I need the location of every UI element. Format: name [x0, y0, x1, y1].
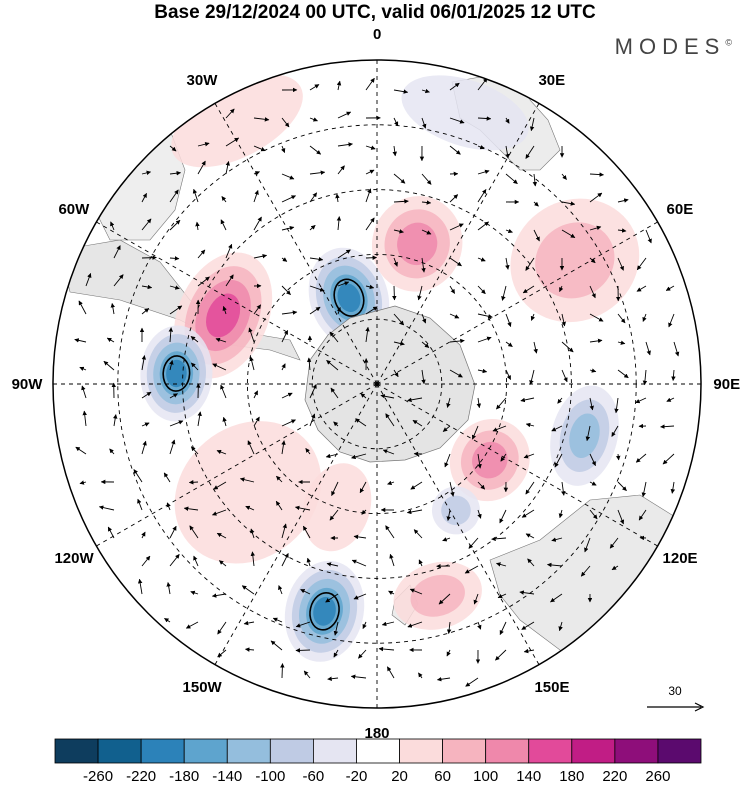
longitude-label: 90E: [713, 376, 740, 393]
colorbar-tick-label: -140: [212, 768, 242, 785]
colorbar-tick-label: 260: [645, 768, 670, 785]
colorbar-tick-label: 60: [434, 768, 451, 785]
longitude-label: 60E: [667, 201, 694, 218]
colorbar-swatch: [313, 739, 356, 763]
colorbar-tick-label: 180: [559, 768, 584, 785]
colorbar-tick-label: -100: [255, 768, 285, 785]
colorbar-tick-label: 140: [516, 768, 541, 785]
longitude-label: 90W: [12, 376, 43, 393]
colorbar-swatch: [400, 739, 443, 763]
longitude-label: 0: [373, 26, 381, 43]
colorbar-swatch: [658, 739, 701, 763]
colorbar-swatch: [141, 739, 184, 763]
colorbar-swatch: [615, 739, 658, 763]
colorbar-tick-label: 100: [473, 768, 498, 785]
longitude-label: 120E: [663, 550, 698, 567]
colorbar-swatch: [184, 739, 227, 763]
reference-vector-label: 30: [645, 684, 705, 698]
colorbar-tick-label: 220: [602, 768, 627, 785]
wind-vector: [189, 482, 198, 483]
longitude-label: 30E: [538, 72, 565, 89]
reference-vector-arrow: [645, 700, 707, 714]
longitude-label: 60W: [58, 201, 89, 218]
longitude-label: 30W: [187, 72, 218, 89]
colorbar-tick-label: -180: [169, 768, 199, 785]
colorbar-swatch: [270, 739, 313, 763]
colorbar-tick-label: -260: [83, 768, 113, 785]
colorbar-swatch: [572, 739, 615, 763]
colorbar-swatch: [227, 739, 270, 763]
longitude-label: 120W: [54, 550, 93, 567]
colorbar-swatch: [529, 739, 572, 763]
colorbar-tick-label: 20: [391, 768, 408, 785]
longitude-label: 150W: [183, 679, 222, 696]
wind-vector: [296, 650, 310, 651]
colorbar: [54, 738, 702, 764]
colorbar-swatch: [443, 739, 486, 763]
colorbar-swatch: [486, 739, 529, 763]
south-pole-dot: [375, 382, 380, 387]
colorbar-swatch: [356, 739, 399, 763]
colorbar-swatch: [98, 739, 141, 763]
colorbar-swatch: [55, 739, 98, 763]
colorbar-tick-label: -60: [303, 768, 325, 785]
colorbar-tick-label: -220: [126, 768, 156, 785]
longitude-label: 150E: [534, 679, 569, 696]
wind-vector: [282, 664, 283, 678]
colorbar-tick-label: -20: [346, 768, 368, 785]
